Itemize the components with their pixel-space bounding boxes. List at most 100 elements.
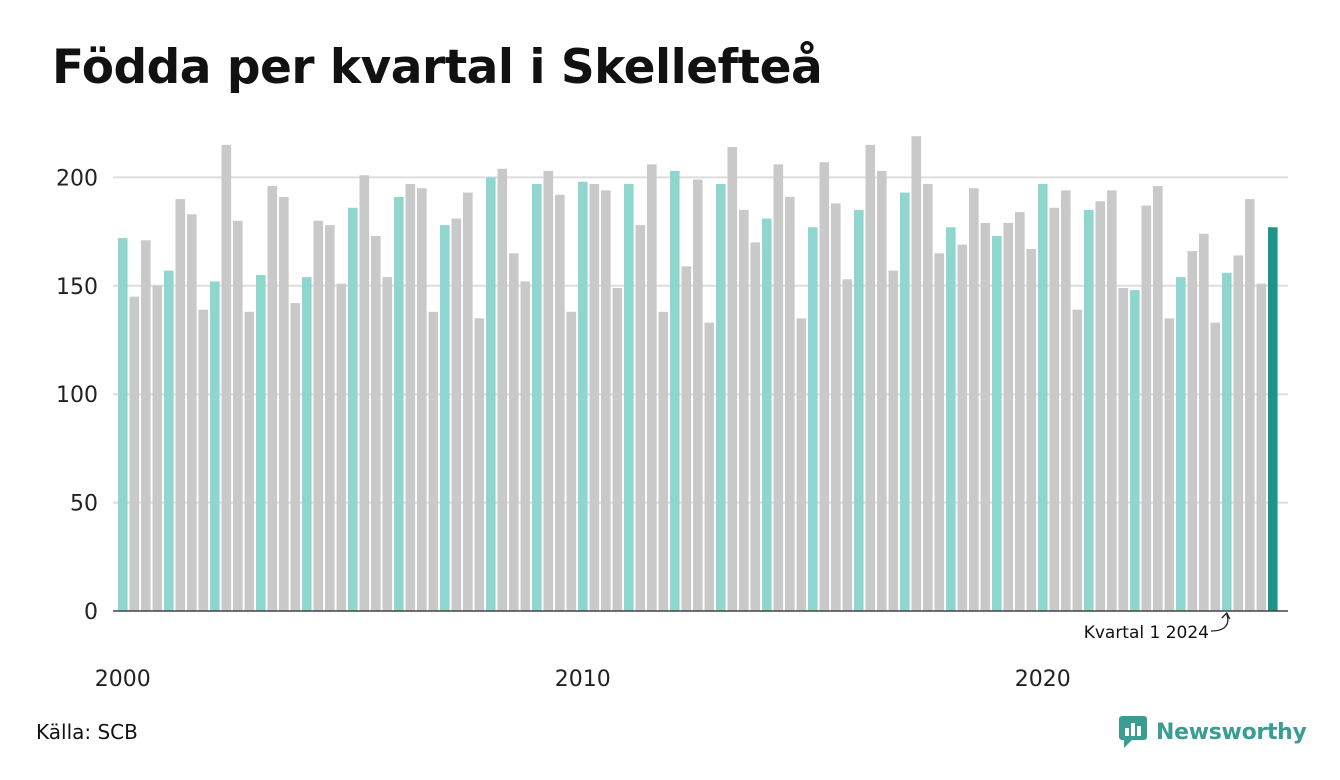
- bar: 2021 Q3: 194: [1107, 190, 1117, 611]
- bar: 2007 Q2: 181: [451, 218, 462, 612]
- brand-name: Newsworthy: [1156, 719, 1307, 745]
- bar: 2017 Q1: 193: [900, 192, 910, 612]
- bar: 2009 Q4: 138: [566, 311, 577, 611]
- bar: 2018 Q1: 177: [946, 227, 956, 612]
- chart-title: Födda per kvartal i Skellefteå: [52, 40, 823, 95]
- bar: 2022 Q2: 187: [1141, 205, 1152, 612]
- bar: 2023 Q2: 166: [1187, 251, 1198, 611]
- bar: 2003 Q3: 191: [279, 196, 289, 612]
- bar: 2021 Q2: 189: [1095, 201, 1106, 612]
- bar: 2015 Q4: 153: [842, 279, 853, 611]
- x-tick-label: 2010: [555, 667, 611, 692]
- bar: 2016 Q1: 185: [854, 209, 864, 612]
- bar: 2011 Q2: 178: [635, 225, 646, 611]
- y-tick-label: 100: [56, 383, 98, 408]
- bar: 2016 Q3: 203: [877, 170, 887, 611]
- bar: 2022 Q3: 196: [1153, 186, 1163, 611]
- x-tick-label: 2000: [95, 667, 151, 692]
- y-tick-label: 50: [70, 492, 98, 517]
- bar: 2012 Q1: 203: [670, 170, 680, 611]
- bar: 2003 Q2: 196: [267, 186, 278, 611]
- bar: 2014 Q3: 191: [785, 196, 795, 612]
- y-tick-label: 150: [56, 275, 98, 300]
- bar: 2013 Q2: 214: [727, 147, 738, 611]
- bar: 2024 Q2: 164: [1233, 255, 1244, 611]
- bar: 2010 Q1: 198: [578, 181, 588, 611]
- bar: 2019 Q4: 167: [1026, 248, 1037, 611]
- bar: 2022 Q1: 148: [1130, 290, 1140, 611]
- bar: 2010 Q2: 197: [589, 183, 600, 612]
- y-tick-label: 0: [84, 600, 98, 625]
- bar: 2006 Q1: 191: [394, 196, 404, 612]
- bar: 2005 Q2: 201: [359, 175, 370, 611]
- bar: 2012 Q3: 199: [693, 179, 703, 611]
- bar: 2019 Q2: 179: [1003, 222, 1014, 612]
- bar: 2016 Q2: 215: [865, 144, 876, 611]
- bar: 2017 Q3: 197: [923, 183, 933, 612]
- bar: 2008 Q1: 200: [486, 177, 496, 611]
- x-axis-ticks: 2000 2010 2020: [95, 667, 1071, 692]
- bar: 2023 Q3: 174: [1199, 233, 1209, 611]
- bar: 2023 Q1: 154: [1176, 277, 1186, 611]
- y-axis-ticks: 0 50 100 150 200: [56, 166, 98, 625]
- y-tick-label: 200: [56, 166, 98, 191]
- bar: 2013 Q3: 185: [739, 209, 749, 612]
- bar: 2010 Q3: 194: [601, 190, 611, 611]
- bar: 2024 Q3: 190: [1245, 199, 1255, 611]
- bar: 2006 Q2: 197: [405, 183, 416, 612]
- bar: 2024 Q4: 151: [1256, 283, 1267, 611]
- bar: 2008 Q4: 152: [520, 281, 531, 611]
- bar: 2021 Q4: 149: [1118, 287, 1129, 611]
- x-tick-label: 2020: [1015, 667, 1071, 692]
- bar: 2022 Q4: 135: [1164, 318, 1175, 611]
- bar: 2007 Q3: 193: [463, 192, 473, 612]
- bar: 2003 Q4: 142: [290, 303, 301, 611]
- bar: 2004 Q4: 151: [336, 283, 347, 611]
- bar: 2019 Q1: 173: [992, 235, 1002, 611]
- bar: 2001 Q3: 183: [187, 214, 197, 612]
- bar: 2000 Q4: 150: [152, 285, 163, 611]
- bar: 2006 Q3: 195: [417, 188, 427, 612]
- bar: 2013 Q4: 170: [750, 242, 761, 611]
- bar: 2010 Q4: 149: [612, 287, 623, 611]
- bar: 2015 Q2: 207: [819, 162, 830, 611]
- bar: 2019 Q3: 184: [1015, 212, 1025, 611]
- bar: 2020 Q4: 139: [1072, 309, 1083, 611]
- bar: 2017 Q2: 219: [911, 136, 922, 611]
- bar: 2008 Q3: 165: [509, 253, 519, 611]
- bar: 2011 Q3: 206: [647, 164, 657, 611]
- bar: 2020 Q2: 186: [1049, 207, 1060, 611]
- bar: 2009 Q1: 197: [532, 183, 542, 612]
- bars: 2000 Q1: 1722000 Q2: 1452000 Q3: 1712000…: [118, 136, 1278, 612]
- annotation-label: Kvartal 1 2024: [1084, 623, 1209, 643]
- bar: 2015 Q3: 188: [831, 203, 841, 611]
- bar: 2005 Q1: 186: [348, 207, 358, 611]
- annotation-arrow: [1210, 611, 1231, 632]
- annotation: Kvartal 1 2024: [1084, 611, 1231, 643]
- bar: 2001 Q4: 139: [198, 309, 209, 611]
- bar: 2012 Q2: 159: [681, 266, 692, 611]
- bar: 2008 Q2: 204: [497, 168, 508, 611]
- bar: 2014 Q2: 206: [773, 164, 784, 611]
- bar: 2018 Q3: 195: [969, 188, 979, 612]
- bar: 2024 Q1: 156: [1222, 272, 1232, 611]
- bar: 2001 Q2: 190: [175, 199, 186, 611]
- source-note: Källa: SCB: [36, 720, 138, 744]
- bar: 2014 Q4: 135: [796, 318, 807, 611]
- newsworthy-logo-icon: [1119, 716, 1147, 748]
- bar: 2005 Q3: 173: [371, 235, 381, 611]
- bar: 2025 Q1: 177: [1268, 227, 1278, 612]
- bar: 2004 Q2: 180: [313, 220, 324, 611]
- bar: 2000 Q2: 145: [129, 296, 140, 611]
- bar: 2017 Q4: 165: [934, 253, 945, 611]
- bar: 2015 Q1: 177: [808, 227, 818, 612]
- bar: 2007 Q4: 135: [474, 318, 485, 611]
- bar: 2016 Q4: 157: [888, 270, 899, 611]
- bar: 2004 Q3: 178: [325, 225, 335, 611]
- bar: 2013 Q1: 197: [716, 183, 726, 612]
- bar: 2011 Q1: 197: [624, 183, 634, 612]
- bar: 2023 Q4: 133: [1210, 322, 1221, 611]
- bar: 2020 Q1: 197: [1038, 183, 1048, 612]
